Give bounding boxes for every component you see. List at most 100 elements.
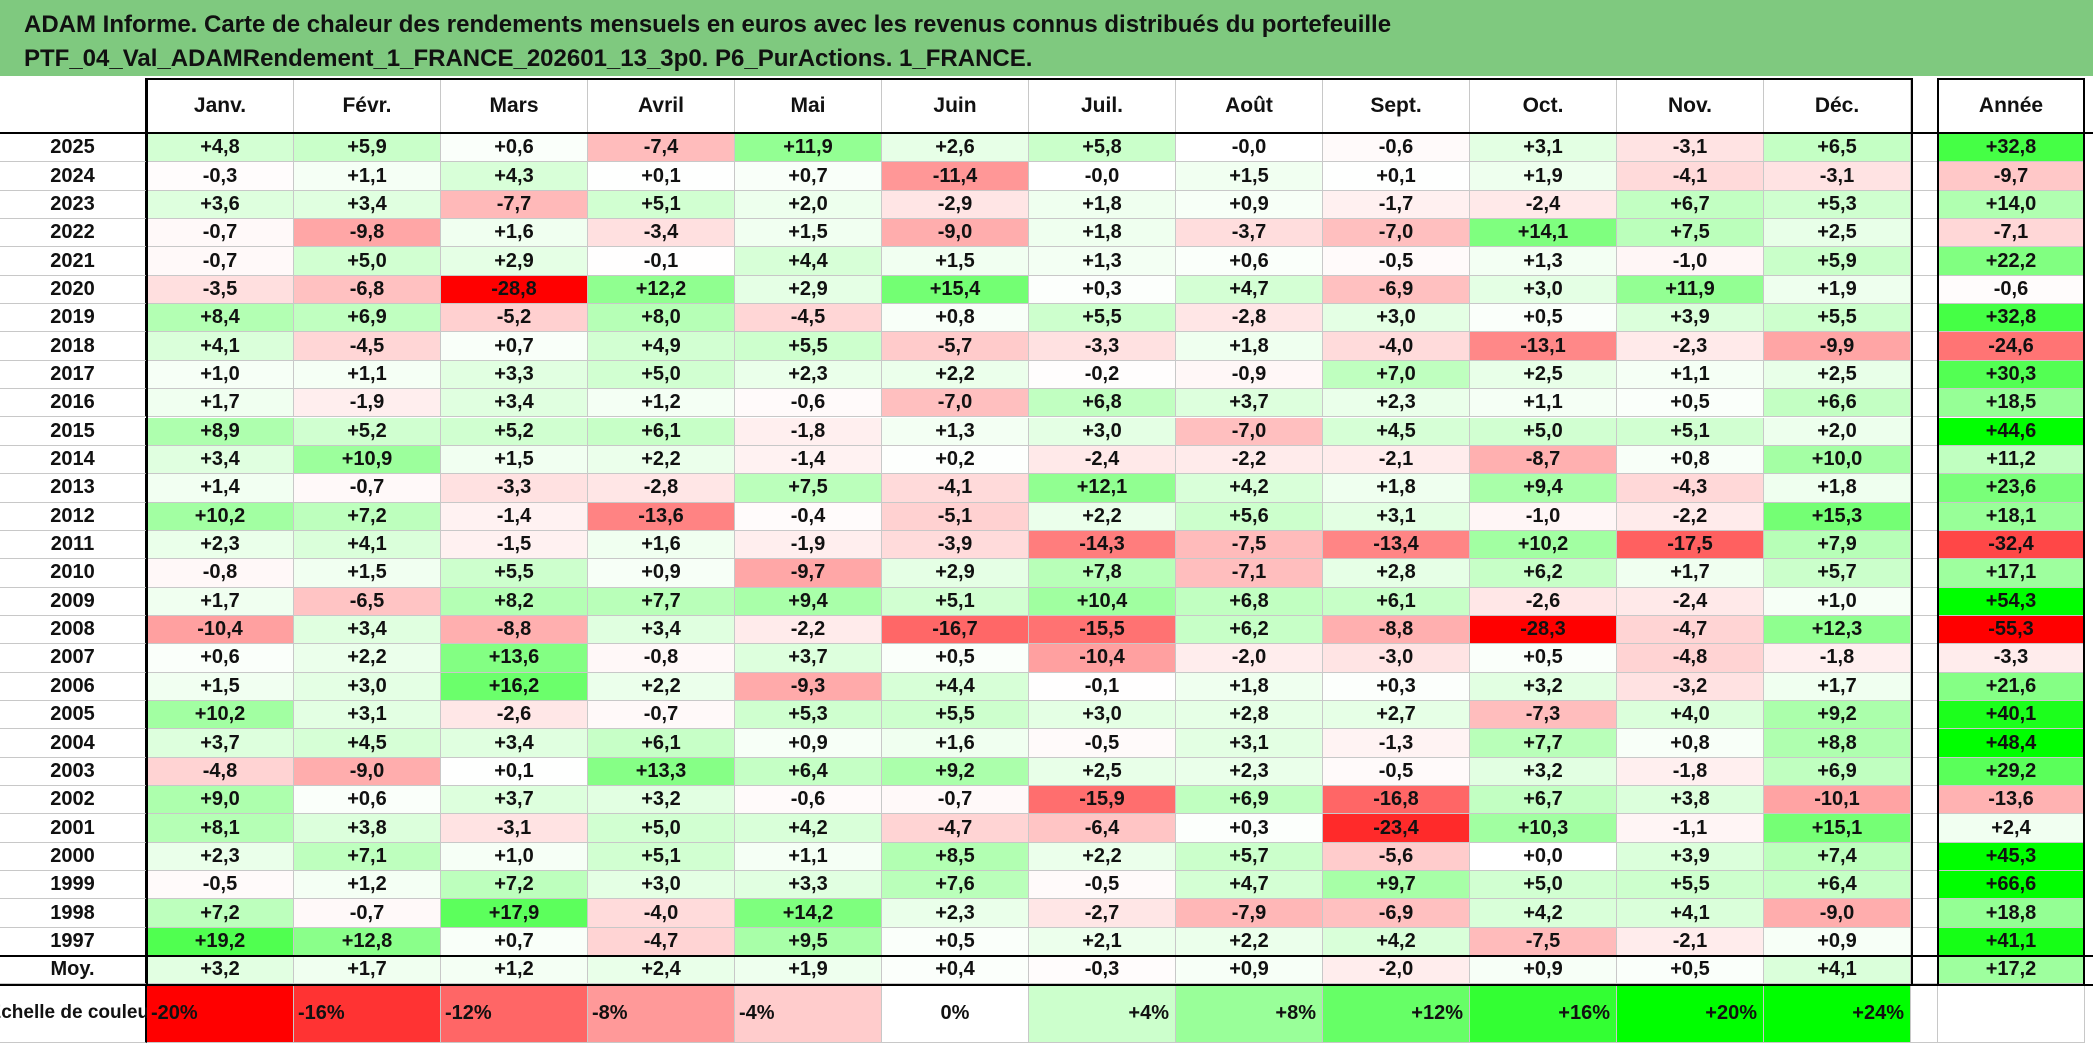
heatmap-cell: -0,4 — [735, 502, 882, 531]
heatmap-cell: +0,5 — [1617, 389, 1764, 418]
heatmap-cell: +3,8 — [1617, 786, 1764, 815]
heatmap-cell: +1,1 — [735, 842, 882, 872]
heatmap-cell: +0,9 — [1764, 927, 1911, 957]
heatmap-cell: +3,2 — [588, 786, 735, 815]
scale-empty — [1938, 984, 2085, 1043]
average-cell: -2,0 — [1323, 956, 1470, 985]
column-header-5: Mai — [735, 78, 882, 134]
heatmap-cell: +8,2 — [441, 587, 588, 616]
heatmap-cell: +10,2 — [147, 502, 294, 531]
heatmap-cell: +10,0 — [1764, 445, 1911, 475]
heatmap-cell: +6,1 — [588, 417, 735, 446]
heatmap-cell: -8,7 — [1470, 445, 1617, 475]
heatmap-cell: +4,5 — [1323, 417, 1470, 446]
heatmap-cell: +2,2 — [1029, 502, 1176, 531]
color-scale-swatch: +24% — [1764, 984, 1911, 1043]
heatmap-cell: +7,5 — [1617, 219, 1764, 248]
color-scale-swatch: 0% — [882, 984, 1029, 1043]
heatmap-cell: -0,7 — [294, 474, 441, 503]
annual-cell: +23,6 — [1938, 474, 2085, 503]
heatmap-cell: -28,8 — [441, 275, 588, 305]
heatmap-cell: +0,9 — [1176, 190, 1323, 220]
annual-cell: +18,5 — [1938, 389, 2085, 418]
heatmap-cell: -3,1 — [441, 814, 588, 843]
heatmap-cell: -0,3 — [147, 162, 294, 191]
row-gap — [1911, 275, 1938, 305]
row-year-label: 2019 — [0, 304, 147, 333]
heatmap-cell: +1,3 — [1029, 247, 1176, 276]
heatmap-cell: +15,3 — [1764, 502, 1911, 531]
heatmap-cell: +6,9 — [1764, 757, 1911, 787]
row-gap — [1911, 871, 1938, 900]
heatmap-cell: +4,7 — [1176, 871, 1323, 900]
heatmap-cell: -6,8 — [294, 275, 441, 305]
row-gap — [1911, 672, 1938, 701]
heatmap-cell: -0,6 — [735, 786, 882, 815]
heatmap-cell: -1,9 — [735, 530, 882, 560]
row-year-label: 2018 — [0, 332, 147, 361]
row-gap — [1911, 219, 1938, 248]
row-gap — [1911, 899, 1938, 928]
heatmap-cell: +3,1 — [294, 701, 441, 730]
heatmap-cell: +3,0 — [1323, 304, 1470, 333]
heatmap-cell: +14,2 — [735, 899, 882, 928]
heatmap-cell: -8,8 — [1323, 615, 1470, 645]
heatmap-cell: +3,0 — [294, 672, 441, 701]
column-header-7: Juil. — [1029, 78, 1176, 134]
heatmap-cell: +2,9 — [735, 275, 882, 305]
heatmap-cell: -0,6 — [735, 389, 882, 418]
heatmap-cell: +5,0 — [588, 814, 735, 843]
heatmap-cell: -2,6 — [1470, 587, 1617, 616]
heatmap-cell: +5,3 — [1764, 190, 1911, 220]
heatmap-cell: +3,2 — [1470, 672, 1617, 701]
heatmap-cell: -4,5 — [294, 332, 441, 361]
heatmap-cell: -0,5 — [1323, 247, 1470, 276]
heatmap-cell: -1,5 — [441, 530, 588, 560]
heatmap-cell: -9,9 — [1764, 332, 1911, 361]
heatmap-cell: -3,3 — [1029, 332, 1176, 361]
heatmap-cell: +1,5 — [147, 672, 294, 701]
heatmap-cell: +6,8 — [1176, 587, 1323, 616]
heatmap-cell: +2,9 — [441, 247, 588, 276]
row-gap — [1911, 814, 1938, 843]
heatmap-cell: -3,9 — [882, 530, 1029, 560]
heatmap-cell: +4,1 — [1617, 899, 1764, 928]
heatmap-cell: +2,3 — [147, 530, 294, 560]
heatmap-cell: +3,0 — [588, 871, 735, 900]
column-header-9: Sept. — [1323, 78, 1470, 134]
average-cell: +0,5 — [1617, 956, 1764, 985]
heatmap-cell: +0,9 — [735, 729, 882, 758]
heatmap-cell: -2,1 — [1617, 927, 1764, 957]
heatmap-cell: -1,8 — [1617, 757, 1764, 787]
heatmap-cell: +5,0 — [1470, 871, 1617, 900]
heatmap-cell: +2,0 — [1764, 417, 1911, 446]
heatmap-cell: -9,0 — [294, 757, 441, 787]
row-gap — [1911, 757, 1938, 787]
heatmap-cell: +5,0 — [588, 360, 735, 390]
row-gap — [1911, 729, 1938, 758]
heatmap-cell: -1,8 — [735, 417, 882, 446]
color-scale-swatch: +8% — [1176, 984, 1323, 1043]
heatmap-cell: +4,3 — [441, 162, 588, 191]
heatmap-cell: +1,7 — [1617, 559, 1764, 588]
heatmap-cell: +0,6 — [294, 786, 441, 815]
heatmap-cell: +14,1 — [1470, 219, 1617, 248]
row-year-label: 2021 — [0, 247, 147, 276]
row-year-label: 2023 — [0, 190, 147, 220]
row-year-label: 2003 — [0, 757, 147, 787]
heatmap-cell: +8,4 — [147, 304, 294, 333]
row-year-label: 2012 — [0, 502, 147, 531]
heatmap-cell: +7,0 — [1323, 360, 1470, 390]
heatmap-cell: +19,2 — [147, 927, 294, 957]
header-top-rule — [147, 78, 1911, 80]
heatmap-cell: -1,0 — [1617, 247, 1764, 276]
heatmap-cell: -0,5 — [1323, 757, 1470, 787]
heatmap-cell: +1,5 — [735, 219, 882, 248]
heatmap-cell: +1,8 — [1323, 474, 1470, 503]
heatmap-cell: -7,1 — [1176, 559, 1323, 588]
row-gap — [1911, 445, 1938, 475]
heatmap-cell: -13,6 — [588, 502, 735, 531]
heatmap-cell: +5,6 — [1176, 502, 1323, 531]
heatmap-cell: +1,5 — [1176, 162, 1323, 191]
heatmap-cell: +13,3 — [588, 757, 735, 787]
